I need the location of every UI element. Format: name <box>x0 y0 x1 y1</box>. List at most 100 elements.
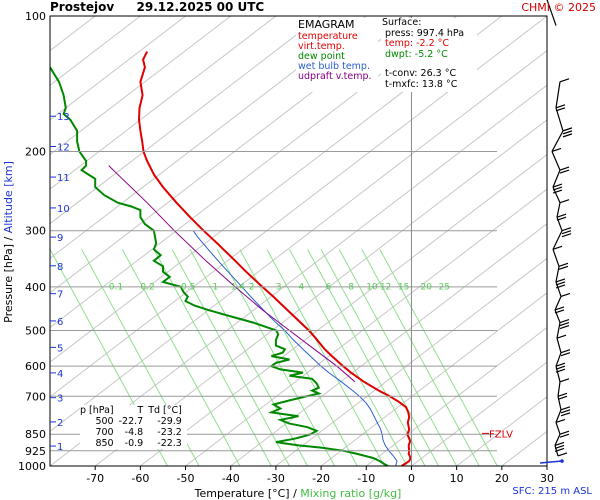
p-tick-label: 850 <box>25 428 46 441</box>
wind-barb-flag <box>552 189 563 194</box>
station-name: Prostejov <box>50 0 115 14</box>
mixing-ratio-label: 12 <box>380 282 391 292</box>
mixing-ratio-label: 2 <box>249 282 255 292</box>
x-axis-label-mix: Mixing ratio [g/kg] <box>300 487 401 500</box>
wind-shaft <box>554 296 562 311</box>
y-axis-label-pressure: Pressure [hPa] <box>2 244 15 323</box>
p-tick-label: 200 <box>25 145 46 158</box>
p-tick-label: 600 <box>25 360 46 373</box>
series-temperature <box>137 51 412 466</box>
dry-adiabat <box>411 361 547 466</box>
wind-shaft <box>556 217 563 231</box>
surface-temp: temp: -2.2 °C <box>385 38 450 49</box>
table-cell: -29.9 <box>157 416 182 427</box>
mixing-ratio-label: 0.5 <box>181 282 195 292</box>
surface-title: Surface: <box>382 17 422 28</box>
wind-barb-flag <box>555 104 566 109</box>
table-cell: -22.3 <box>157 438 182 449</box>
wind-barb-flag <box>555 362 566 367</box>
mixing-ratio-label: 1 <box>213 282 219 292</box>
x-axis-label: Temperature [°C] / Mixing ratio [g/kg] <box>194 487 402 500</box>
table-header-cell: Td [°C] <box>148 405 182 416</box>
wind-barb-flag <box>557 452 568 457</box>
wind-barb-flag <box>552 245 563 250</box>
x-tick-label: 10 <box>450 472 464 485</box>
surface-wind-dot <box>560 459 564 463</box>
km-tick-label: 13 <box>57 112 70 123</box>
p-tick-label: 400 <box>25 281 46 294</box>
wind-shaft <box>546 0 557 26</box>
wind-shaft <box>557 381 561 397</box>
chart-header: Prostejov 29.12.2025 00 UTC <box>50 0 264 14</box>
table-row: 850 -0.9 -22.3 <box>80 438 187 449</box>
dry-adiabat <box>275 257 547 466</box>
p-tick-label: 100 <box>25 10 46 23</box>
table-cell: 700 <box>95 427 114 438</box>
mixing-ratio-line <box>289 249 408 466</box>
wind-barb-flag <box>562 133 573 138</box>
mixing-ratio-line <box>379 249 498 466</box>
surface-dwpt: dwpt: -5.2 °C <box>385 48 448 60</box>
mixing-ratio-line <box>239 249 358 466</box>
dry-adiabat <box>94 119 547 466</box>
table-header-cell: p [hPa] <box>80 405 114 416</box>
wind-barb-flag <box>554 444 565 449</box>
km-tick-label: 3 <box>57 394 63 405</box>
table-header-row: p [hPa] T Td [°C] <box>80 405 187 416</box>
wind-barb-flag <box>555 365 566 370</box>
wind-barb-flag <box>551 147 562 153</box>
table-header-cell: T <box>137 405 144 416</box>
x-tick-label: -50 <box>177 472 195 485</box>
wind-barb-flag <box>560 406 571 411</box>
surface-box: Surface: press: 997.4 hPa temp: -2.2 °C … <box>381 17 477 92</box>
p-tick-label: 925 <box>25 445 46 458</box>
y-axis-label: Pressure [hPa] / Altitude [km] <box>2 161 15 323</box>
p-tick-label: 300 <box>25 225 46 238</box>
wind-shaft <box>552 249 560 267</box>
dry-adiabat <box>140 153 547 466</box>
mixing-ratio-label: 0.1 <box>109 282 123 292</box>
dry-adiabat <box>546 465 547 466</box>
dry-adiabat <box>50 16 367 259</box>
x-tick-label: -60 <box>131 472 149 485</box>
dry-adiabat <box>50 16 277 190</box>
km-tick-label: 7 <box>57 290 63 301</box>
wind-barb-flag <box>555 278 566 283</box>
wind-shaft <box>555 107 564 132</box>
wind-shaft <box>557 396 562 410</box>
x-tick-label: 0 <box>408 472 415 485</box>
mixing-ratio-label: 3 <box>276 282 282 292</box>
wind-barb-flag <box>558 262 569 267</box>
mixing-ratio-label: 25 <box>439 282 450 292</box>
credit-label: CHMI © 2025 <box>521 1 596 14</box>
wind-barb-flag <box>562 127 573 132</box>
mixing-ratio-label: 6 <box>326 282 332 292</box>
km-tick-label: 2 <box>57 418 63 429</box>
dry-adiabat <box>50 84 547 466</box>
mixing-ratio-label: 1.4 <box>231 282 246 292</box>
series-dew-point <box>50 66 389 466</box>
table-cell: -4.8 <box>124 427 144 438</box>
level-table-grid: p [hPa] T Td [°C] 500 -22.7 -29.9 700 -4.8 -23.2… <box>80 405 187 449</box>
wind-shaft <box>555 409 562 423</box>
wind-barb-flag <box>559 378 570 383</box>
level-table: p [hPa] T Td [°C] 500 -22.7 -29.9 700 -4.8 -23.2… <box>80 405 187 449</box>
wind-barb-flag <box>557 395 568 400</box>
sounding-datetime: 29.12.2025 00 UTC <box>136 0 265 14</box>
mixing-ratio-label: 20 <box>420 282 432 292</box>
wind-shaft <box>555 266 560 283</box>
wind-barb-flag <box>556 334 567 339</box>
wind-barb-flag <box>555 418 566 423</box>
wind-barb-flag <box>559 166 570 171</box>
dry-adiabat <box>592 16 600 466</box>
wind-barb-flag <box>561 227 572 232</box>
wind-barb-flag <box>559 169 570 174</box>
legend-item: dew point <box>298 51 345 62</box>
wind-shaft <box>555 422 561 435</box>
plot-frame <box>49 15 548 467</box>
dry-adiabat <box>320 292 547 466</box>
table-cell: 850 <box>95 438 114 449</box>
wind-shaft <box>556 202 561 218</box>
dry-adiabat <box>50 16 186 121</box>
sfc-label: SFC: 215 m ASL <box>512 486 592 497</box>
